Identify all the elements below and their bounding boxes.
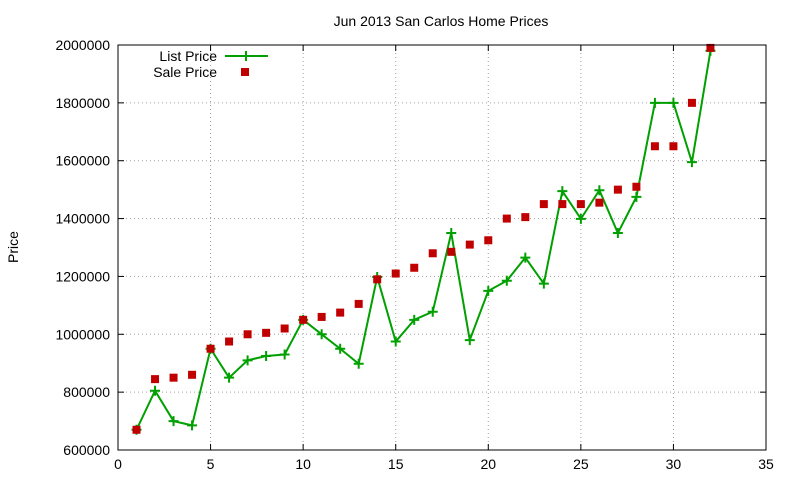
list-price-point: [520, 252, 531, 263]
sale-price-point: [539, 200, 548, 209]
x-tick-label: 10: [295, 456, 311, 472]
legend-marker-list-price: [241, 51, 251, 61]
sale-price-point: [132, 425, 141, 434]
grid-lines: [118, 45, 766, 450]
sale-price-point: [243, 330, 252, 339]
sale-price-point: [706, 43, 715, 52]
list-price-point: [594, 185, 605, 196]
list-price-point: [557, 186, 568, 197]
x-tick-label: 15: [388, 456, 404, 472]
sale-price-point: [410, 263, 419, 272]
y-tick-label: 1800000: [55, 95, 110, 111]
x-tick-label: 20: [480, 456, 496, 472]
list-price-point: [390, 336, 401, 347]
sale-price-point: [447, 247, 456, 256]
sale-price-point: [650, 142, 659, 151]
x-tick-label: 35: [758, 456, 774, 472]
sale-price-point: [669, 142, 678, 151]
x-tick-label: 5: [207, 456, 215, 472]
sale-price-point: [206, 344, 215, 353]
list-price-point: [316, 329, 327, 340]
list-price-point: [279, 349, 290, 360]
sale-price-point: [225, 337, 234, 346]
sale-price-point: [336, 308, 345, 317]
list-price-point: [224, 372, 235, 383]
sale-price-point: [317, 312, 326, 321]
list-price-point: [409, 314, 420, 325]
x-tick-label: 25: [573, 456, 589, 472]
list-price-point: [353, 358, 364, 369]
list-price-point: [483, 285, 494, 296]
sale-price-point: [188, 370, 197, 379]
legend-marker-sale-price: [241, 68, 249, 76]
list-price-point: [575, 213, 586, 224]
list-price-point: [187, 420, 198, 431]
x-tick-label: 30: [666, 456, 682, 472]
legend-label-list-price: List Price: [159, 48, 217, 64]
plot-frame: [117, 44, 767, 451]
y-tick-label: 1400000: [55, 211, 110, 227]
sale-price-point: [595, 198, 604, 207]
sale-price-point: [262, 328, 271, 337]
y-tick-label: 1200000: [55, 268, 110, 284]
y-axis-label: Price: [5, 231, 21, 263]
x-tick-label: 0: [114, 456, 122, 472]
list-price-point: [668, 97, 679, 108]
sale-price-point: [558, 200, 567, 209]
sale-price-point: [465, 240, 474, 249]
sale-price-point: [354, 299, 363, 308]
list-price-line: [135, 50, 712, 431]
list-price-point: [168, 416, 179, 427]
sale-price-point: [632, 182, 641, 191]
list-price-point: [649, 97, 660, 108]
list-price-point: [631, 191, 642, 202]
sale-price-point: [373, 275, 382, 284]
data-series: [131, 43, 716, 435]
sale-price-point: [151, 375, 160, 384]
sale-price-point: [687, 98, 696, 107]
legend-label-sale-price: Sale Price: [153, 64, 217, 80]
chart-title: Jun 2013 San Carlos Home Prices: [334, 13, 549, 29]
list-price-point: [501, 275, 512, 286]
list-price-point: [261, 350, 272, 361]
list-price-point: [446, 228, 457, 239]
list-price-point: [686, 157, 697, 168]
y-tick-label: 600000: [63, 442, 110, 458]
list-price-point: [427, 306, 438, 317]
list-price-point: [538, 278, 549, 289]
list-price-point: [242, 355, 253, 366]
sale-price-point: [428, 249, 437, 258]
sale-price-point: [502, 214, 511, 223]
axis-ticks: [117, 44, 767, 451]
y-tick-label: 800000: [63, 384, 110, 400]
sale-price-point: [299, 315, 308, 324]
y-tick-label: 2000000: [55, 37, 110, 53]
y-tick-label: 1600000: [55, 153, 110, 169]
sale-price-point: [521, 213, 530, 222]
sale-price-point: [169, 373, 178, 382]
y-tick-label: 1000000: [55, 326, 110, 342]
list-price-point: [150, 385, 161, 396]
sale-price-point: [391, 269, 400, 278]
list-price-point: [335, 343, 346, 354]
sale-price-point: [576, 200, 585, 209]
sale-price-point: [484, 236, 493, 245]
list-price-point: [464, 335, 475, 346]
sale-price-point: [280, 324, 289, 333]
list-price-point: [612, 228, 623, 239]
tick-labels: 0 5 10 15 20 25 30 35 600000 800000 1000000 1200000…: [55, 37, 774, 472]
sale-price-point: [613, 185, 622, 194]
